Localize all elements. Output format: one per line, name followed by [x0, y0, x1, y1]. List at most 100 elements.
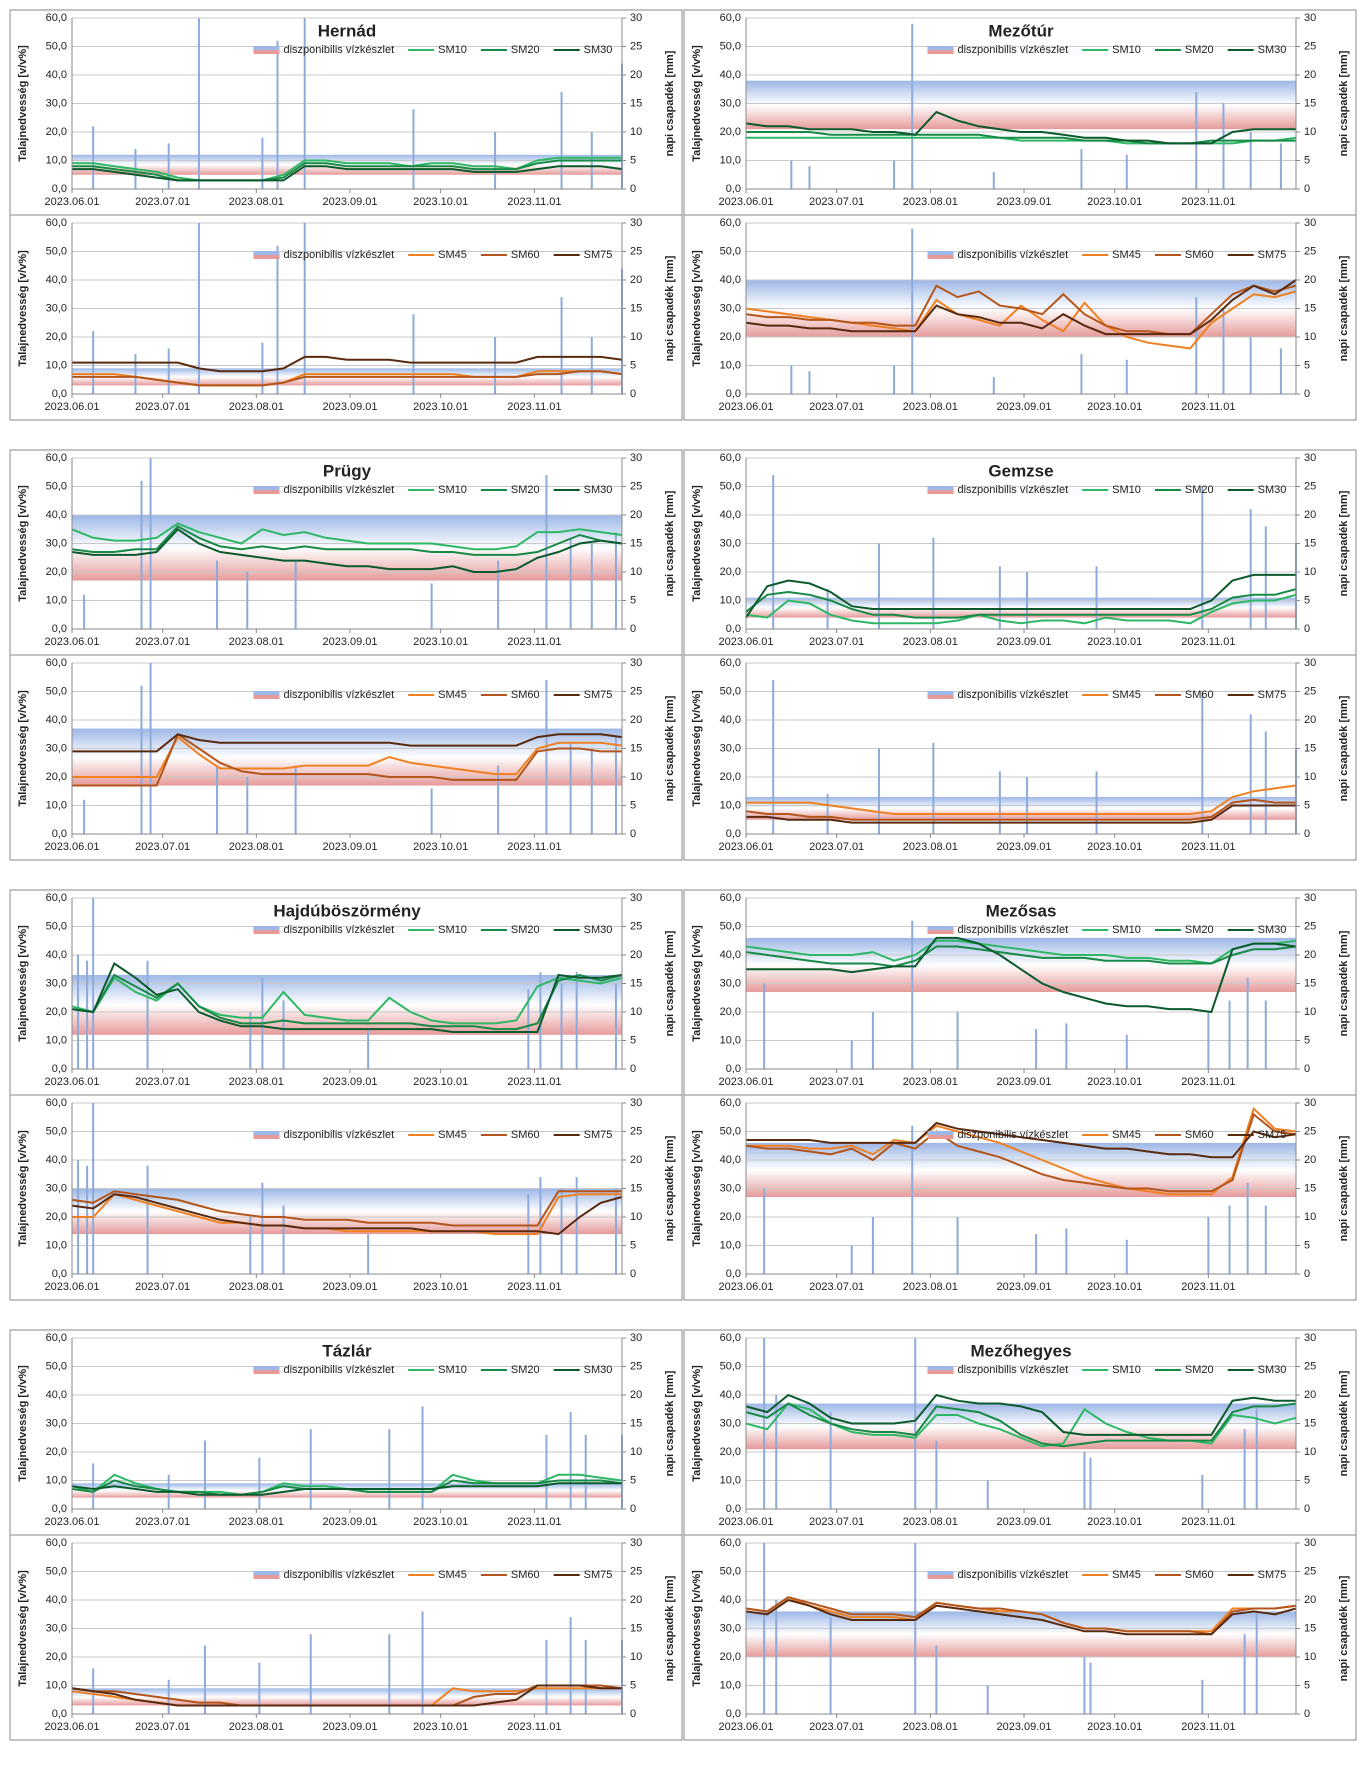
y2-tick-label: 10: [630, 1446, 642, 1458]
legend-label: diszponibilis vízkészlet: [284, 484, 395, 496]
legend-label: SM45: [1112, 249, 1141, 261]
y2-tick-label: 15: [1304, 1417, 1316, 1429]
precipitation-bar: [83, 799, 86, 834]
y-tick-label: 30,0: [720, 742, 741, 754]
y-tick-label: 60,0: [720, 1097, 741, 1109]
precipitation-bar: [545, 1639, 548, 1714]
legend-swatch: [253, 695, 280, 699]
panel-title: Mezőtúr: [988, 21, 1054, 40]
precipitation-bar: [763, 983, 766, 1069]
y-tick-label: 50,0: [720, 920, 741, 932]
precipitation-bar: [197, 223, 200, 394]
y-tick-label: 50,0: [46, 40, 67, 52]
y2-tick-label: 10: [630, 1006, 642, 1018]
precipitation-bar: [763, 1338, 766, 1509]
precipitation-bar: [614, 983, 617, 1069]
soil-moisture-line: [71, 527, 623, 573]
x-tick-label: 2023.11.01: [507, 1281, 561, 1293]
legend-label: SM10: [1112, 924, 1141, 936]
legend-label: diszponibilis vízkészlet: [284, 1129, 395, 1141]
precipitation-bar: [1255, 1611, 1258, 1714]
y2-axis-label: napi csapadék [mm]: [1338, 1370, 1350, 1476]
y2-tick-label: 15: [1304, 1622, 1316, 1634]
legend-label: SM60: [1185, 1129, 1214, 1141]
panel-frame: [9, 1534, 683, 1741]
precipitation-bar: [1201, 691, 1204, 834]
y-tick-label: 60,0: [720, 12, 741, 24]
soil-moisture-line: [745, 1112, 1297, 1193]
y2-tick-label: 5: [1304, 154, 1310, 166]
y2-axis-label: napi csapadék [mm]: [664, 695, 676, 801]
y-tick-label: 20,0: [720, 1006, 741, 1018]
x-tick-label: 2023.06.01: [44, 636, 99, 648]
precipitation-bar: [1264, 1000, 1267, 1069]
y-tick-label: 20,0: [46, 566, 67, 578]
y-tick-label: 60,0: [46, 217, 67, 229]
soil-moisture-line: [745, 945, 1297, 968]
y2-tick-label: 25: [1304, 245, 1316, 257]
precipitation-bar: [956, 1217, 959, 1274]
legend-label: diszponibilis vízkészlet: [958, 249, 1069, 261]
x-tick-label: 2023.06.01: [718, 1721, 773, 1733]
y2-tick-label: 25: [630, 480, 642, 492]
y2-axis-label: napi csapadék [mm]: [664, 930, 676, 1036]
x-tick-label: 2023.09.01: [996, 841, 1051, 853]
x-tick-label: 2023.11.01: [1181, 841, 1235, 853]
precipitation-bar: [992, 376, 995, 394]
legend-label: SM45: [1112, 689, 1141, 701]
panel-title: Prügy: [323, 461, 372, 480]
y2-tick-label: 20: [1304, 1389, 1316, 1401]
legend-label: SM10: [438, 924, 467, 936]
y-tick-label: 20,0: [720, 1651, 741, 1663]
y-tick-label: 60,0: [46, 452, 67, 464]
precipitation-bar: [276, 245, 279, 394]
y2-tick-label: 20: [1304, 1154, 1316, 1166]
y2-tick-label: 0: [1304, 1063, 1310, 1075]
legend-label: diszponibilis vízkészlet: [958, 1129, 1069, 1141]
legend-label: SM45: [438, 249, 467, 261]
legend-swatch: [927, 1366, 954, 1370]
legend-swatch: [253, 1370, 280, 1374]
y2-tick-label: 30: [630, 657, 642, 669]
x-tick-label: 2023.09.01: [996, 1281, 1051, 1293]
y-axis-label: Talajnedvesség [v/v%]: [17, 1130, 29, 1247]
legend-label: SM60: [1185, 1569, 1214, 1581]
legend-label: SM60: [1185, 689, 1214, 701]
legend-label: SM30: [1258, 1364, 1287, 1376]
soil-moisture-line: [745, 573, 1296, 619]
y-tick-label: 50,0: [46, 245, 67, 257]
y-tick-label: 60,0: [46, 1097, 67, 1109]
precipitation-bar: [282, 1000, 285, 1069]
legend-label: SM30: [1258, 924, 1287, 936]
y2-tick-label: 0: [1304, 183, 1310, 195]
y-axis-label: Talajnedvesség [v/v%]: [17, 485, 29, 602]
x-tick-label: 2023.09.01: [996, 1721, 1051, 1733]
y-tick-label: 30,0: [46, 1622, 67, 1634]
x-tick-label: 2023.09.01: [322, 1076, 377, 1088]
y2-tick-label: 0: [630, 388, 636, 400]
precipitation-bar: [412, 109, 415, 189]
y2-tick-label: 0: [1304, 623, 1310, 635]
y-tick-label: 50,0: [720, 1565, 741, 1577]
precipitation-bar: [871, 1217, 874, 1274]
y-tick-label: 40,0: [720, 714, 741, 726]
y2-tick-label: 20: [630, 69, 642, 81]
y2-tick-label: 5: [630, 359, 636, 371]
precipitation-bar: [935, 1645, 938, 1714]
y2-tick-label: 30: [630, 1537, 642, 1549]
y2-tick-label: 15: [630, 742, 642, 754]
y2-axis-label: napi csapadék [mm]: [664, 490, 676, 596]
x-tick-label: 2023.08.01: [903, 1076, 958, 1088]
x-tick-label: 2023.08.01: [229, 1076, 284, 1088]
precipitation-bar: [826, 794, 829, 834]
y-tick-label: 20,0: [46, 771, 67, 783]
legend-label: SM60: [511, 249, 540, 261]
legend-swatch: [927, 930, 954, 934]
y-tick-label: 40,0: [46, 1154, 67, 1166]
x-tick-label: 2023.09.01: [996, 636, 1051, 648]
precipitation-bar: [303, 223, 306, 394]
y-tick-label: 30,0: [46, 742, 67, 754]
y-tick-label: 0,0: [52, 1503, 67, 1515]
x-tick-label: 2023.10.01: [413, 841, 468, 853]
x-tick-label: 2023.06.01: [718, 196, 773, 208]
